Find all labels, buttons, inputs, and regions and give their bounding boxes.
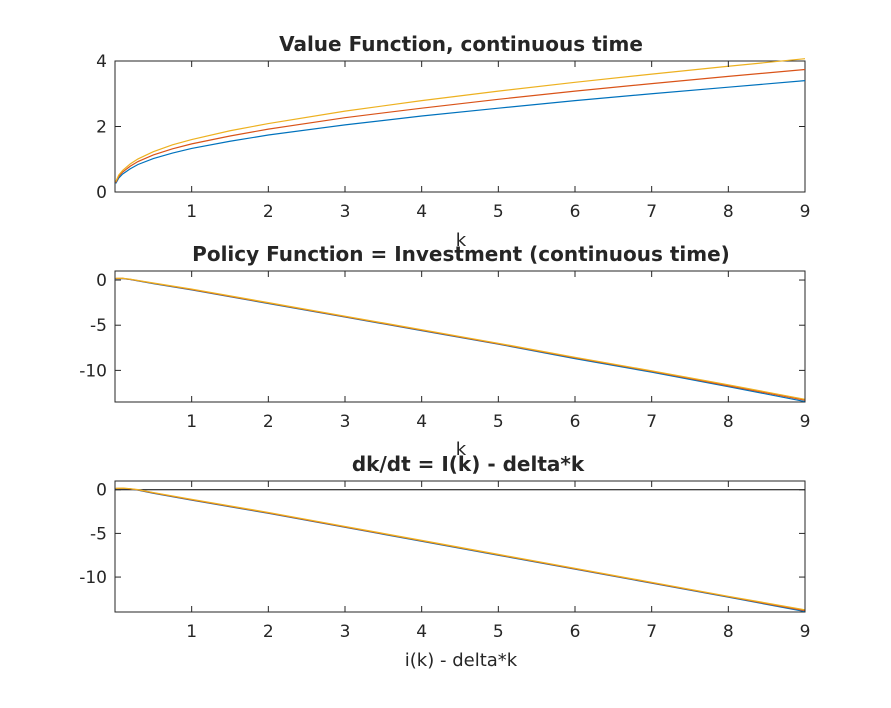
series-line-3 [115, 277, 806, 400]
x-tick-label: 3 [340, 412, 351, 432]
x-tick-label: 8 [723, 412, 734, 432]
x-tick-label: 7 [646, 622, 657, 642]
x-tick-label: 9 [800, 202, 811, 222]
chart-title: Value Function, continuous time [279, 32, 643, 56]
series-line-3 [115, 58, 806, 182]
y-tick-label: 4 [96, 52, 107, 72]
y-tick-label: -10 [79, 361, 107, 381]
policy-function-panel: Policy Function = Investment (continuous… [79, 242, 810, 460]
x-tick-label: 7 [646, 412, 657, 432]
y-tick-label: 0 [96, 271, 107, 291]
tick-layer: 1 2 3 4 5 6 7 8 9 0 -5 -10 [79, 481, 810, 642]
y-tick-label: -5 [90, 524, 107, 544]
x-tick-label: 4 [416, 202, 427, 222]
series-layer [115, 58, 806, 184]
x-axis-label: k [456, 439, 467, 460]
y-tick-label: -10 [79, 568, 107, 588]
x-tick-label: 4 [416, 622, 427, 642]
tick-layer: 1 2 3 4 5 6 7 8 9 0 -5 -10 [79, 271, 810, 432]
x-tick-label: 8 [723, 622, 734, 642]
value-function-panel: Value Function, continuous time 1 2 3 4 5 6 7 8… [96, 32, 810, 251]
series-line-3 [115, 487, 806, 611]
x-tick-label: 3 [340, 622, 351, 642]
x-tick-label: 1 [186, 202, 197, 222]
y-tick-label: 0 [96, 183, 107, 203]
x-axis-label: k [456, 230, 467, 251]
x-tick-label: 1 [186, 412, 197, 432]
axes-frame [114, 60, 806, 193]
y-tick-label: 2 [96, 118, 107, 138]
series-line-2 [115, 68, 806, 183]
dkdt-panel: dk/dt = I(k) - delta*k 1 2 3 4 5 6 7 8 9 0 -5 -10 i… [79, 452, 810, 671]
x-tick-label: 2 [263, 202, 274, 222]
x-tick-label: 6 [570, 622, 581, 642]
x-tick-label: 1 [186, 622, 197, 642]
x-tick-label: 3 [340, 202, 351, 222]
tick-layer: 1 2 3 4 5 6 7 8 9 0 2 4 [96, 52, 810, 222]
x-tick-label: 2 [263, 412, 274, 432]
chart-title: Policy Function = Investment (continuous… [192, 242, 730, 266]
x-tick-label: 8 [723, 202, 734, 222]
x-tick-label: 9 [800, 412, 811, 432]
y-tick-label: -5 [90, 316, 107, 336]
x-tick-label: 5 [493, 202, 504, 222]
series-layer [115, 487, 806, 613]
series-line-1 [115, 80, 806, 184]
x-tick-label: 7 [646, 202, 657, 222]
x-tick-label: 5 [493, 412, 504, 432]
x-tick-label: 2 [263, 622, 274, 642]
x-tick-label: 4 [416, 412, 427, 432]
x-tick-label: 9 [800, 622, 811, 642]
x-tick-label: 6 [570, 202, 581, 222]
x-axis-label: i(k) - delta*k [405, 650, 518, 671]
y-tick-label: 0 [96, 481, 107, 501]
series-layer [115, 277, 806, 403]
x-tick-label: 5 [493, 622, 504, 642]
x-tick-label: 6 [570, 412, 581, 432]
chart-title: dk/dt = I(k) - delta*k [352, 452, 585, 476]
